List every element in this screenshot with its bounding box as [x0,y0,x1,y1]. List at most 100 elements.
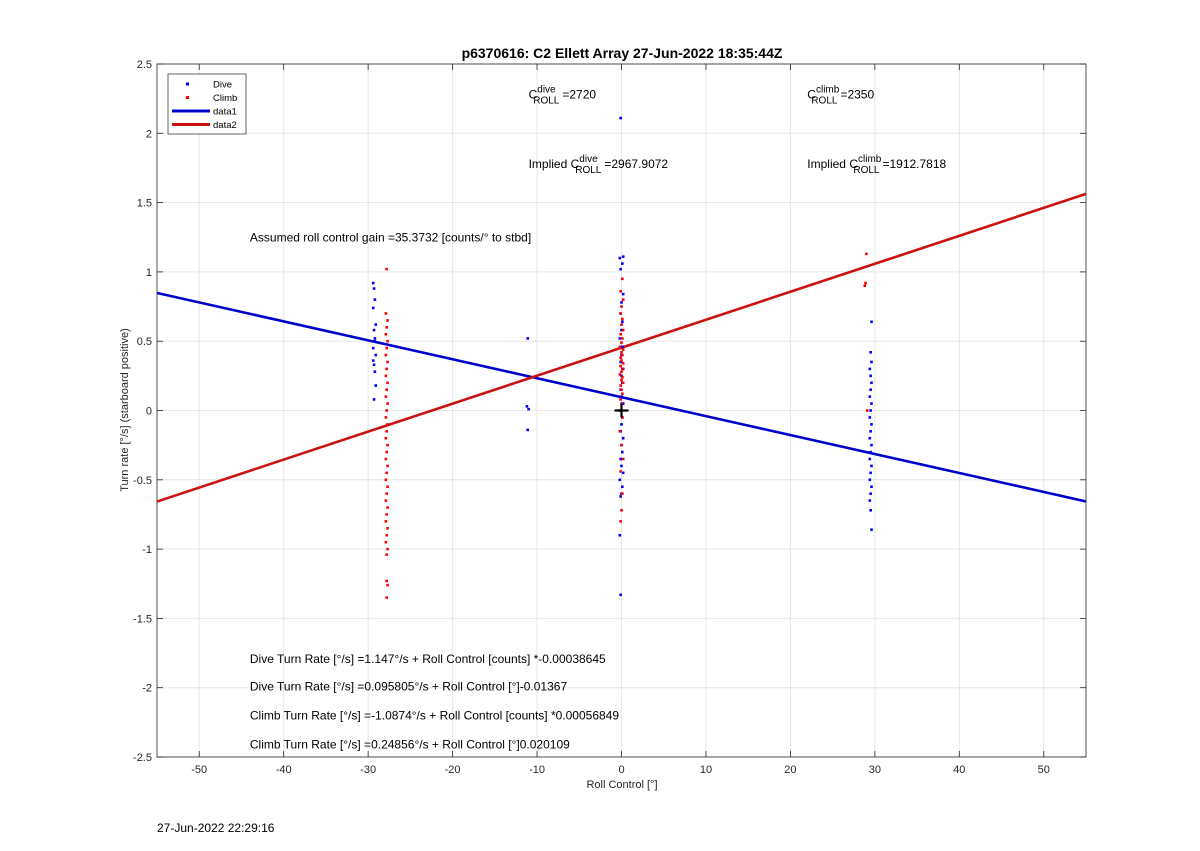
data-point-dive [526,337,530,340]
data-point-dive [870,528,873,531]
data-point-climb [384,520,388,523]
data-point-dive [620,395,623,398]
annotation-symbol: C [849,157,858,171]
data-point-climb [865,409,869,412]
data-point-dive [870,443,873,447]
data-point-climb [619,356,622,360]
data-point-climb [386,583,389,587]
data-point-climb [621,457,625,461]
x-tick-label: 50 [1038,764,1050,776]
annotation-subscript: ROLL [811,96,838,107]
data-point-dive [374,323,378,326]
legend-marker-climb [186,96,189,99]
data-point-dive [621,402,625,405]
annotation-superscript: dive [579,154,598,165]
legend: Dive Climb data1 data2 [167,73,247,135]
data-point-dive [869,374,872,378]
data-point-climb [619,332,622,336]
data-point-climb [618,345,622,349]
data-point-dive [869,450,872,454]
data-point-dive [869,471,872,475]
data-point-climb [621,317,624,321]
data-point-climb [385,492,389,495]
data-point-dive [618,478,622,482]
data-point-dive [372,328,376,332]
data-point-climb [865,252,868,256]
annotation-prefix: Implied [529,157,571,171]
data-point-dive [372,398,376,401]
data-point-climb [384,416,388,419]
data-point-dive [371,346,375,350]
annotation-dive-fit-counts: Dive Turn Rate [°/s] =1.147°/s + Roll Co… [250,652,606,666]
data-point-climb [384,478,388,482]
print-timestamp: 27-Jun-2022 22:29:16 [157,821,275,835]
center-plus-marker [614,403,629,418]
data-point-climb [386,485,389,489]
data-point-dive [621,320,624,324]
data-point-climb [386,423,389,426]
data-point-dive [373,298,377,301]
annotation-implied-dive: Implied Cdive ROLL =2967.9072 [529,154,669,176]
data-point-dive [620,301,623,304]
data-point-climb [386,360,389,364]
data-point-dive [371,281,375,285]
annotation-value: =1912.7818 [882,157,946,171]
annotation-dive-fit-deg: Dive Turn Rate [°/s] =0.095805°/s + Roll… [250,679,568,693]
data-point-dive [868,367,872,371]
data-point-climb [620,323,623,326]
data-point-climb [385,367,389,371]
annotation-symbol: C [807,88,816,102]
y-tick-label: -0.5 [133,475,152,487]
data-point-dive [620,464,623,468]
data-point-dive [374,353,378,357]
data-point-climb [385,388,389,392]
data-point-climb [385,513,389,516]
annotation-value: =2350 [840,88,874,102]
y-tick-label: 2.5 [137,59,152,71]
annotation-climb-fit-counts: Climb Turn Rate [°/s] =-1.0874°/s + Roll… [250,709,619,723]
data-point-climb [385,553,389,556]
y-tick-label: 1.5 [137,198,152,210]
data-point-climb [621,392,624,396]
data-point-dive [869,388,872,392]
data-point-climb [385,346,389,350]
data-point-climb [385,533,389,537]
data-point-dive [868,457,872,461]
data-point-climb [620,378,623,382]
y-tick-label: -2 [142,683,152,695]
legend-label: data1 [213,107,237,118]
data-point-dive [869,492,872,495]
data-point-dive [868,416,872,419]
data-point-dive [618,256,622,260]
data-point-climb [386,464,389,468]
data-point-climb [621,337,624,340]
data-point-climb [619,364,622,368]
x-tick-label: -50 [191,764,207,776]
data-point-climb [621,277,624,281]
data-point-climb [385,429,389,433]
annotation-superscript: dive [537,85,556,96]
data-point-dive [868,436,872,440]
data-point-dive [870,423,873,426]
data-point-dive [870,464,873,468]
data-point-dive [868,478,872,482]
data-point-climb [618,429,622,433]
data-point-climb [621,348,625,351]
data-point-climb [620,359,623,362]
data-point-dive [371,359,375,362]
y-tick-label: 2 [146,128,152,140]
x-tick-label: 20 [784,764,796,776]
x-tick-label: 10 [700,764,712,776]
data-point-climb [863,284,867,288]
y-tick-label: 0.5 [137,336,152,348]
x-axis-label: Roll Control [°] [586,779,657,791]
data-point-dive [870,320,873,324]
data-point-dive [869,508,872,512]
data-point-climb [386,443,389,447]
data-point-climb [619,470,622,473]
data-point-climb [384,353,388,357]
data-point-climb [384,332,388,336]
data-point-dive [619,360,622,364]
data-point-climb [619,312,622,315]
